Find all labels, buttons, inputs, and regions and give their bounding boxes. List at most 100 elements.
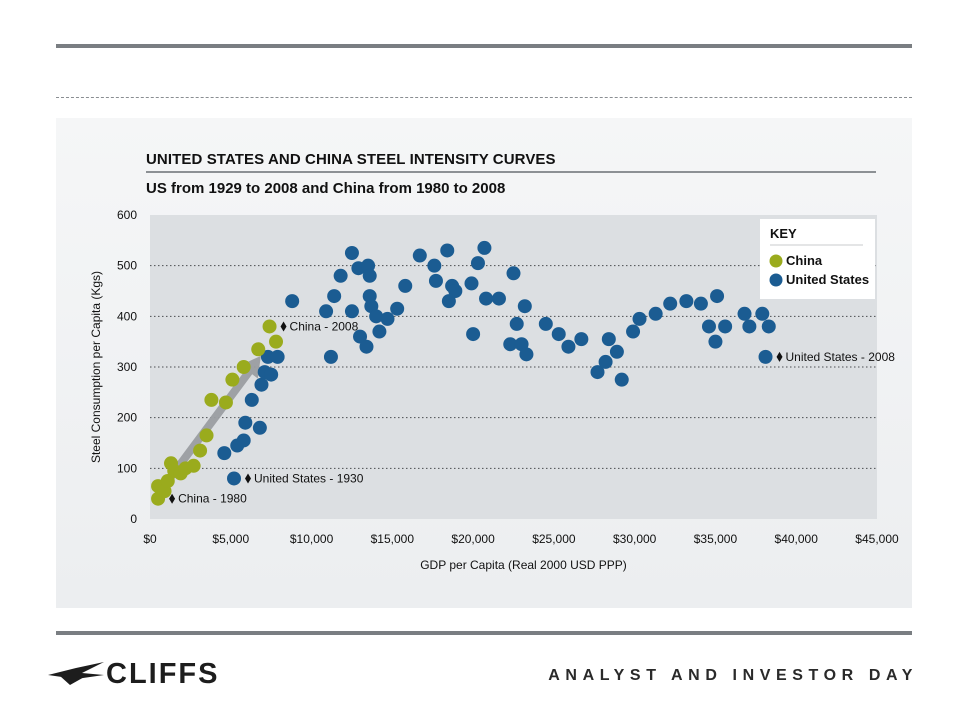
y-tick-label: 300 [117, 360, 137, 374]
data-points [151, 240, 776, 506]
dotted-divider [56, 97, 912, 98]
china-point [204, 392, 219, 407]
china-point [193, 443, 208, 458]
us-point [519, 347, 534, 362]
annotation-marker-icon [776, 351, 783, 362]
us-point [538, 316, 553, 331]
y-tick-label: 200 [117, 411, 137, 425]
x-tick-label: $20,000 [451, 532, 495, 546]
us-point [598, 354, 613, 369]
chart-subtitle: US from 1929 to 2008 and China from 1980… [146, 180, 506, 197]
top-rule [56, 44, 912, 48]
china-point [225, 372, 240, 387]
china-trend-arrow [158, 355, 261, 492]
us-point [441, 294, 456, 309]
us-point [663, 296, 678, 311]
us-point [390, 301, 405, 316]
trend-arrow [158, 355, 261, 492]
annotation-label: China - 1980 [178, 492, 247, 506]
us-point [718, 319, 733, 334]
us-point [574, 332, 589, 347]
us-point [380, 311, 395, 326]
us-point [427, 258, 442, 273]
us-point [701, 319, 716, 334]
us-point [264, 367, 279, 382]
us-point [344, 246, 359, 260]
us-point [551, 327, 566, 342]
us-point [590, 365, 605, 380]
cliffs-logo: CLIFFS [46, 658, 236, 692]
us-point [428, 273, 443, 288]
us-point [614, 372, 629, 387]
us-point [509, 316, 524, 331]
us-point [742, 319, 757, 334]
annotation-marker-icon [280, 321, 287, 332]
x-tick-label: $5,000 [212, 532, 249, 546]
us-point [466, 327, 481, 342]
us-point [344, 304, 359, 319]
annotations: China - 1980 China - 2008 United States - … [169, 319, 895, 506]
legend-swatch [769, 273, 783, 287]
us-point [333, 268, 348, 283]
us-point [491, 291, 506, 306]
us-point [359, 339, 374, 354]
us-point [693, 296, 708, 311]
x-tick-label: $15,000 [371, 532, 415, 546]
legend-entry: China [786, 253, 823, 268]
us-point [506, 266, 521, 281]
us-point [479, 291, 494, 306]
us-point [448, 284, 463, 298]
china-point [262, 319, 277, 334]
us-point [632, 311, 647, 326]
y-axis-ticks: 0 100 200 300 400 500 600 [117, 208, 137, 526]
tagline: ANALYST AND INVESTOR DAY [548, 667, 918, 684]
china-point [218, 395, 233, 410]
us-point [362, 268, 377, 283]
bottom-rule [56, 631, 912, 635]
annotation-label: China - 2008 [290, 319, 359, 333]
us-point [270, 349, 285, 364]
us-point [260, 349, 275, 364]
x-tick-label: $45,000 [855, 532, 899, 546]
y-tick-label: 500 [117, 259, 137, 273]
us-point [398, 278, 413, 293]
us-point [755, 306, 770, 321]
china-point [199, 428, 214, 443]
x-axis-label: GDP per Capita (Real 2000 USD PPP) [420, 558, 627, 572]
us-point [737, 306, 752, 321]
y-axis-label: Steel Consumption per Capita (Kgs) [89, 271, 103, 463]
us-point [517, 299, 532, 314]
us-point [323, 349, 338, 364]
us-point [238, 415, 253, 430]
y-tick-label: 100 [117, 461, 137, 475]
us-point [372, 324, 387, 339]
china-point [186, 458, 201, 473]
us-point [648, 306, 663, 321]
x-tick-label: $40,000 [775, 532, 819, 546]
legend-entry: United States [786, 272, 869, 287]
legend-swatch [769, 254, 783, 268]
y-tick-label: 600 [117, 208, 137, 222]
us-point [561, 339, 576, 354]
legend-title: KEY [770, 226, 797, 241]
annotation-marker-icon [169, 493, 176, 504]
x-axis-ticks: $0 $5,000 $10,000 $15,000 $20,000 $25,000 $30,… [143, 532, 899, 546]
us-point [227, 471, 242, 486]
us-point [412, 248, 427, 263]
grid-lines [150, 265, 877, 469]
cliffs-wing-icon [48, 662, 104, 685]
china-point [251, 342, 266, 357]
logo-text: CLIFFS [106, 658, 220, 690]
x-tick-label: $25,000 [532, 532, 576, 546]
chart-title: UNITED STATES AND CHINA STEEL INTENSITY … [146, 151, 876, 173]
us-point [710, 289, 725, 304]
us-point [679, 294, 694, 309]
x-tick-label: $0 [143, 532, 157, 546]
annotation-label: United States - 1930 [254, 471, 364, 485]
x-tick-label: $35,000 [694, 532, 738, 546]
annotation-marker-icon [245, 473, 252, 484]
china-point [236, 360, 251, 374]
us-point [244, 392, 259, 407]
x-tick-label: $10,000 [290, 532, 334, 546]
us-point [503, 337, 518, 352]
